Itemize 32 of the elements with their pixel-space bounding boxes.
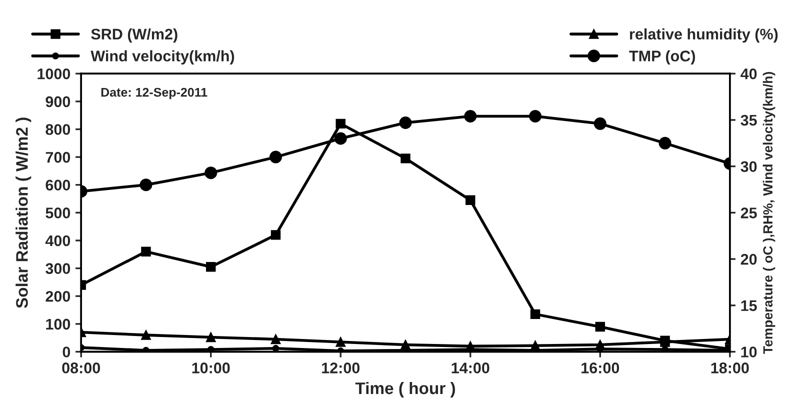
- x-tick-label: 14:00: [452, 362, 490, 374]
- y-tick-label: 100: [46, 318, 70, 330]
- y-tick-label: 1000: [38, 68, 70, 80]
- y-tick-label: 700: [46, 152, 70, 163]
- y2-tick-label: 25: [740, 208, 757, 218]
- y2-tick-label: 40: [740, 68, 757, 80]
- y-tick-label: 200: [46, 290, 70, 302]
- x-tick-label: 10:00: [192, 362, 230, 374]
- y-axis-title: Solar Radiation ( W/m2 ): [16, 118, 32, 308]
- legend-label: Wind velocity(km/h): [90, 50, 234, 64]
- y2-axis-title: Temperature ( oC ),RH%, Wind velocity(km/h): [762, 72, 776, 354]
- legend-label: TMP (oC): [629, 50, 695, 64]
- y-tick-label: 500: [46, 208, 70, 218]
- y2-tick-label: 15: [741, 300, 757, 312]
- y-tick-label: 0: [62, 346, 70, 358]
- y-tick-label: 900: [46, 96, 70, 108]
- y2-tick-label: 30: [740, 161, 757, 172]
- legend-label: relative humidity (%): [630, 28, 778, 43]
- y2-tick-label: 10: [741, 346, 757, 358]
- y2-tick-label: 20: [740, 254, 757, 265]
- y-tick-label: 400: [45, 235, 70, 246]
- y2-tick-label: 35: [740, 114, 757, 126]
- x-axis-title: Time ( hour ): [355, 382, 455, 398]
- x-tick-label: 16:00: [582, 362, 620, 374]
- x-tick-label: 12:00: [322, 362, 360, 374]
- annotation: Date: 12-Sep-2011: [101, 88, 208, 100]
- x-tick-label: 18:00: [711, 362, 749, 374]
- y-tick-label: 800: [46, 124, 70, 135]
- x-tick-label: 08:00: [62, 362, 100, 374]
- legend-label: SRD (W/m2): [91, 28, 178, 43]
- y-tick-label: 600: [46, 180, 70, 191]
- y-tick-label: 300: [46, 263, 70, 274]
